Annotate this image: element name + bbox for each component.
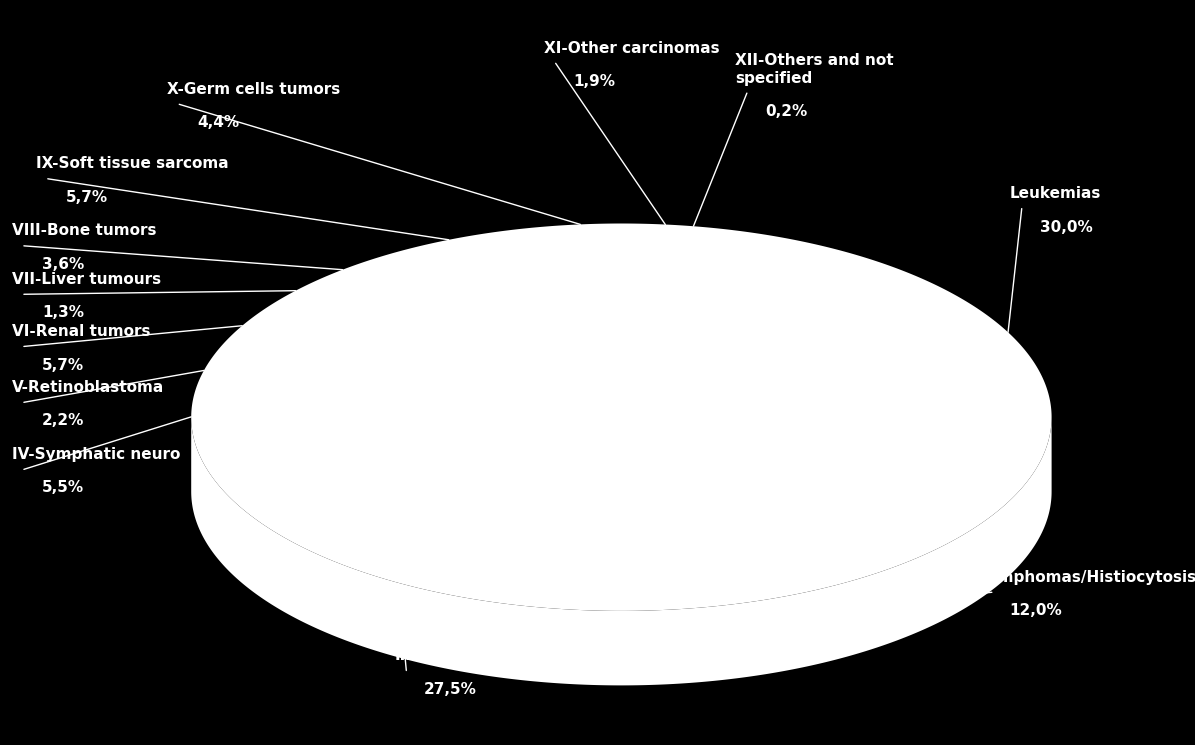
- Text: 5,7%: 5,7%: [42, 358, 84, 372]
- Text: 4,4%: 4,4%: [197, 115, 239, 130]
- Text: Leukemias: Leukemias: [1010, 186, 1101, 201]
- Text: III-CNS: III-CNS: [394, 648, 453, 663]
- Text: 30,0%: 30,0%: [1040, 220, 1092, 235]
- Text: 1,9%: 1,9%: [574, 74, 615, 89]
- Text: VI-Renal tumors: VI-Renal tumors: [12, 324, 151, 339]
- Text: X-Germ cells tumors: X-Germ cells tumors: [167, 82, 341, 97]
- Polygon shape: [191, 224, 1052, 611]
- Text: II-
Lymphomas/Histiocytosis: II- Lymphomas/Histiocytosis: [980, 553, 1195, 585]
- Text: XII-Others and not
specified: XII-Others and not specified: [735, 54, 894, 86]
- Text: VII-Liver tumours: VII-Liver tumours: [12, 272, 161, 287]
- Text: IV-Symphatic neuro: IV-Symphatic neuro: [12, 447, 180, 462]
- Text: 1,3%: 1,3%: [42, 305, 84, 320]
- Text: 3,6%: 3,6%: [42, 257, 84, 272]
- Text: V-Retinoblastoma: V-Retinoblastoma: [12, 380, 164, 395]
- Polygon shape: [191, 417, 1052, 685]
- Text: 2,2%: 2,2%: [42, 413, 84, 428]
- Text: 0,2%: 0,2%: [765, 104, 807, 119]
- Text: IX-Soft tissue sarcoma: IX-Soft tissue sarcoma: [36, 156, 228, 171]
- Text: 5,5%: 5,5%: [42, 481, 84, 495]
- Text: 5,7%: 5,7%: [66, 190, 108, 205]
- Text: VIII-Bone tumors: VIII-Bone tumors: [12, 224, 157, 238]
- Text: 12,0%: 12,0%: [1010, 603, 1062, 618]
- Text: XI-Other carcinomas: XI-Other carcinomas: [544, 41, 719, 56]
- Text: 27,5%: 27,5%: [424, 682, 477, 697]
